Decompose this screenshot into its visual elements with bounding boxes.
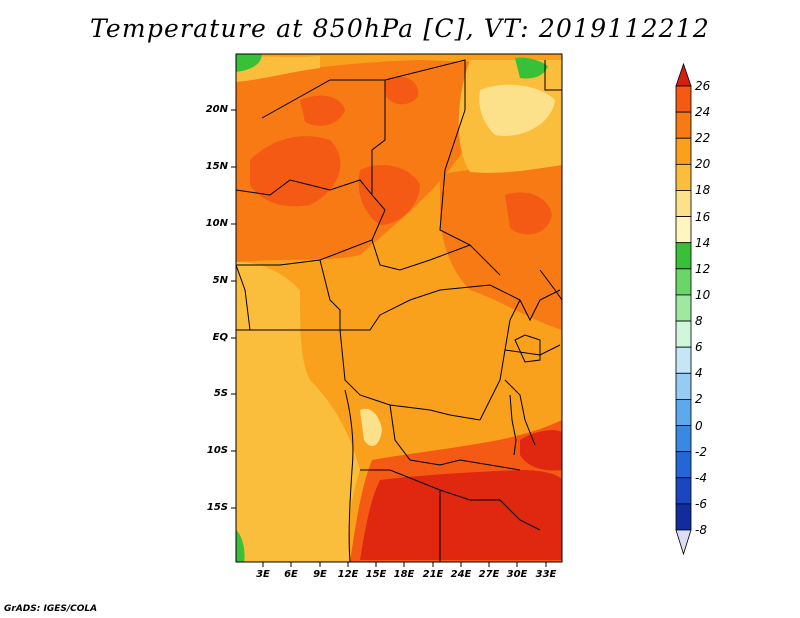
boundary-zambia (439, 489, 541, 531)
boundary-egypt (544, 60, 562, 91)
map-title: Temperature at 850hPa [C], VT: 201911221… (90, 14, 710, 43)
colorbar-box (675, 268, 692, 296)
field-22-24-e (505, 192, 552, 235)
boundary-ethiopia (539, 269, 562, 301)
colorbar-label: -4 (695, 470, 707, 485)
colorbar-top-arrow (675, 62, 692, 87)
colorbar-label: 14 (695, 235, 711, 250)
boundaries (236, 59, 562, 562)
lat-label-5s: 5S (213, 388, 228, 399)
lon-label-12e: 12E (337, 569, 359, 580)
colorbar-box (675, 399, 692, 426)
colorbar-box (675, 294, 692, 322)
lon-label-27e: 27E (478, 569, 500, 580)
colorbar (675, 62, 692, 556)
lat-label-eq: EQ (212, 332, 228, 343)
colorbar-label: 18 (695, 183, 711, 198)
field-22-24-b (358, 165, 420, 225)
colorbar-box (675, 503, 692, 531)
colorbar-box (675, 190, 692, 217)
colorbar-bottom-arrow (675, 529, 692, 556)
field-14-16-angola (360, 408, 382, 447)
lon-label-9e: 9E (313, 569, 327, 580)
lat-label-15n: 15N (205, 161, 228, 172)
lon-label-33e: 33E (535, 569, 557, 580)
boundary-tanganyika (504, 379, 536, 446)
lat-label-5n: 5N (212, 275, 228, 286)
colorbar-box (675, 216, 692, 244)
boundary-car-south (319, 259, 521, 331)
map-frame (235, 53, 563, 563)
colorbar-box (675, 320, 692, 348)
boundary-angola-drc (389, 404, 521, 471)
colorbar-label: 16 (695, 209, 711, 224)
lat-label-10s: 10S (206, 445, 228, 456)
coastline-angola (344, 389, 354, 562)
field-22-24-c (300, 95, 345, 126)
lat-label-10n: 10N (205, 218, 228, 229)
lon-ticks (262, 562, 547, 567)
boundary-ssudan (519, 289, 561, 322)
field-green-sw (236, 530, 245, 562)
field-16-18-sw (236, 262, 360, 562)
colorbar-label: 2 (695, 392, 703, 407)
colorbar-box (675, 451, 692, 479)
colorbar-label: 22 (695, 131, 711, 146)
lon-label-21e: 21E (422, 569, 444, 580)
colorbar-box (675, 242, 692, 270)
colorbar-label: 0 (695, 418, 703, 433)
colorbar-label: 24 (695, 105, 711, 120)
colorbar-box (675, 85, 692, 113)
lon-label-6e: 6E (284, 569, 298, 580)
colorbar-label: 10 (695, 287, 711, 302)
lat-ticks (231, 109, 236, 509)
colorbar-label: 4 (695, 366, 703, 381)
colorbar-label: -6 (695, 496, 707, 511)
field-24-26-east (520, 430, 562, 471)
boundary-car-north (371, 239, 471, 271)
colorbar-box (675, 111, 692, 139)
colorbar-box (675, 372, 692, 400)
colorbar-box (675, 346, 692, 374)
field-22-24-d (385, 76, 419, 105)
boundary-namibia (360, 469, 441, 562)
colorbar-label: 26 (695, 79, 711, 93)
field-24-26-south (360, 470, 562, 560)
colorbar-label: -8 (695, 523, 707, 537)
lon-label-3e: 3E (256, 569, 270, 580)
field-22-24-a (250, 136, 341, 207)
lat-label-20n: 20N (205, 104, 228, 115)
lon-label-24e: 24E (450, 569, 472, 580)
colorbar-label: 6 (695, 340, 703, 355)
lake-tanganyika (509, 394, 517, 456)
field-green-ne (515, 57, 548, 79)
colorbar-label: -2 (695, 444, 707, 459)
field-20-22-north (236, 60, 470, 262)
colorbar-box (675, 477, 692, 505)
colorbar-label: 8 (695, 314, 703, 329)
colorbar-box (675, 163, 692, 191)
field-14-16-ne (479, 84, 555, 136)
lon-label-15e: 15E (365, 569, 387, 580)
field-green-nw (236, 54, 262, 72)
lon-label-30e: 30E (506, 569, 528, 580)
boundary-coast-west (236, 264, 251, 331)
lon-label-18e: 18E (393, 569, 415, 580)
boundary-nigeria-north (236, 179, 373, 196)
colorbar-box (675, 425, 692, 453)
colorbar-label: 20 (695, 157, 711, 172)
lat-label-15s: 15S (206, 502, 228, 513)
temperature-field (236, 54, 562, 562)
colorbar-label: 12 (695, 261, 711, 276)
colorbar-box (675, 137, 692, 165)
lake-victoria (514, 334, 541, 363)
credit-text: GrADS: IGES/COLA (4, 604, 98, 614)
